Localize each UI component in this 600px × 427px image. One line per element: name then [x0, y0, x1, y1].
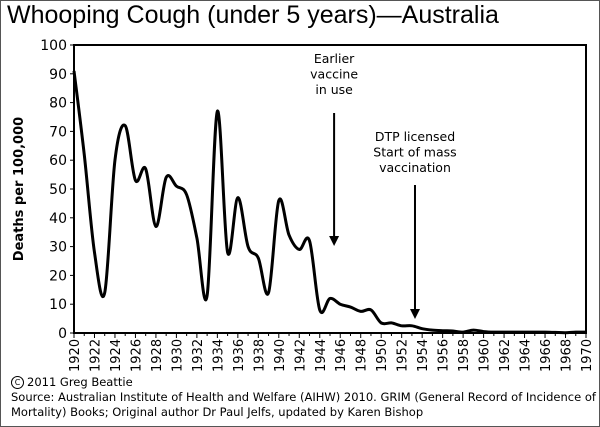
footer: C 2011 Greg Beattie Source: Australian I…	[11, 375, 596, 420]
x-tick-label: 1938	[252, 339, 267, 371]
x-tick-label: 1958	[457, 339, 472, 371]
annotation-text: in use	[315, 82, 353, 97]
x-tick-label: 1970	[580, 339, 595, 371]
annotation-text: vaccine	[310, 67, 358, 82]
x-tick-label: 1962	[498, 339, 513, 371]
x-tick-label: 1928	[150, 339, 165, 371]
arrow-head-icon	[329, 236, 340, 246]
x-tick-label: 1964	[519, 339, 534, 371]
chart-title: Whooping Cough (under 5 years)—Australia	[7, 1, 499, 29]
y-tick-label: 30	[49, 240, 67, 256]
x-tick-label: 1940	[273, 339, 288, 371]
copyright-icon: C	[11, 376, 24, 389]
y-tick-label: 60	[49, 153, 67, 169]
y-tick-label: 0	[58, 326, 67, 342]
x-tick-label: 1942	[293, 339, 308, 371]
x-tick-label: 1968	[560, 339, 575, 371]
y-tick-label: 10	[49, 297, 67, 313]
x-tick-label: 1960	[478, 339, 493, 371]
y-tick-label: 20	[49, 268, 67, 284]
annotation-text: Earlier	[314, 51, 355, 66]
annotation-text: DTP licensed	[375, 129, 455, 144]
annotation-text: vaccination	[379, 160, 451, 175]
data-line	[72, 70, 587, 335]
x-tick-label: 1932	[191, 339, 206, 371]
line-chart: 0 10 20 30 40 50 60 70 80 90 100 1920 1922 1924 1926 19…	[12, 38, 595, 371]
x-tick-label: 1956	[437, 339, 452, 371]
copyright-text: 2011 Greg Beattie	[27, 375, 133, 389]
x-tick-label: 1930	[170, 339, 185, 371]
y-tick-label: 50	[49, 182, 67, 198]
y-tick-label: 100	[40, 38, 67, 54]
y-tick-label: 80	[49, 96, 67, 112]
y-axis-label: Deaths per 100,000	[12, 117, 27, 261]
x-tick-label: 1966	[539, 339, 554, 371]
x-tick-label: 1920	[68, 339, 83, 371]
x-tick-label: 1952	[396, 339, 411, 371]
source-text: Source: Australian Institute of Health a…	[11, 390, 596, 419]
x-tick-label: 1950	[375, 339, 390, 371]
x-tick-label: 1936	[232, 339, 247, 371]
x-tick-label: 1948	[355, 339, 370, 371]
annotation-text: Start of mass	[373, 145, 456, 160]
x-tick-label: 1924	[109, 339, 124, 371]
y-tick-label: 70	[49, 124, 67, 140]
x-tick-label: 1922	[88, 339, 103, 371]
x-tick-label: 1954	[416, 339, 431, 371]
x-tick-label: 1944	[314, 339, 329, 371]
arrow-head-icon	[409, 309, 420, 319]
x-tick-label: 1946	[334, 339, 349, 371]
y-tick-label: 40	[49, 211, 67, 227]
x-tick-label: 1926	[129, 339, 144, 371]
y-tick-label: 90	[49, 67, 67, 83]
x-tick-label: 1934	[211, 339, 226, 371]
